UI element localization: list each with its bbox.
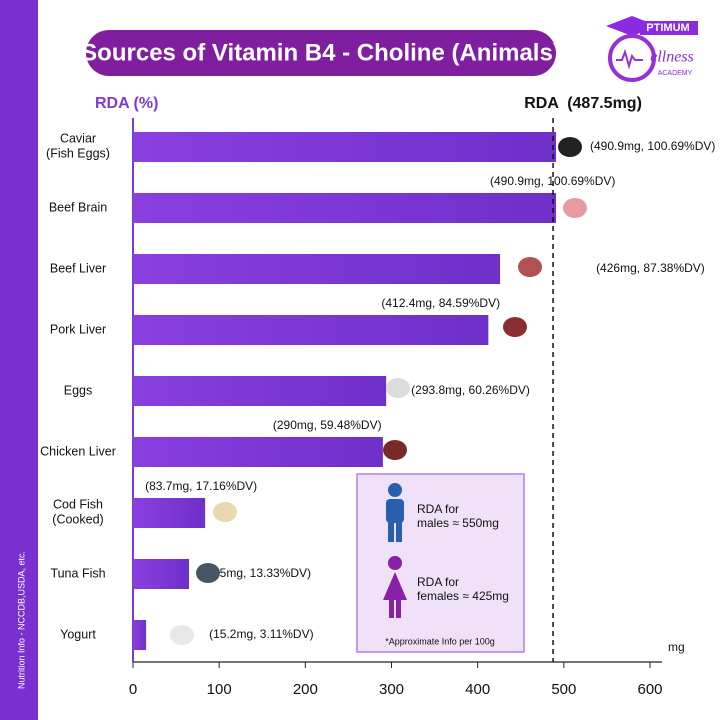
y-tick-label: Beef Brain xyxy=(49,200,107,214)
food-icon xyxy=(563,198,587,218)
y-tick-label: Eggs xyxy=(64,383,93,397)
bar xyxy=(133,437,383,467)
y-tick-label: Beef Liver xyxy=(50,261,106,275)
value-label: (290mg, 59.48%DV) xyxy=(273,418,382,432)
title-pill xyxy=(86,30,556,76)
bar xyxy=(133,620,147,650)
bar xyxy=(133,193,556,223)
food-icon xyxy=(213,502,237,522)
value-label: (65mg, 13.33%DV) xyxy=(209,566,311,580)
value-label: (15.2mg, 3.11%DV) xyxy=(209,627,314,641)
chart-title: Sources of Vitamin B4 - Choline (Animals… xyxy=(81,39,561,66)
x-tick-label: 300 xyxy=(379,681,404,698)
source-note: Nutrition Info - NCCDB,USDA, etc. xyxy=(16,551,26,689)
value-label: (412.4mg, 84.59%DV) xyxy=(381,296,500,310)
y-axis-title: RDA (%) xyxy=(95,95,158,112)
food-icon xyxy=(170,625,194,645)
food-icon xyxy=(518,257,542,277)
food-icon xyxy=(386,378,410,398)
y-tick-label: Caviar (Fish Eggs) xyxy=(46,132,110,161)
x-tick-label: 100 xyxy=(207,681,232,698)
food-icon xyxy=(383,440,407,460)
bar xyxy=(133,498,206,528)
logo-text: ellness xyxy=(650,49,694,66)
food-icon xyxy=(558,137,582,157)
x-axis-title: mg xyxy=(668,640,685,654)
bar xyxy=(133,559,190,589)
value-label: (293.8mg, 60.26%DV) xyxy=(411,383,530,397)
side-strip xyxy=(0,0,38,720)
food-icon xyxy=(196,563,220,583)
food-icon xyxy=(503,317,527,337)
x-tick-label: 0 xyxy=(129,681,137,698)
y-tick-label: Yogurt xyxy=(60,627,96,641)
y-tick-label: Pork Liver xyxy=(50,322,106,336)
bar xyxy=(133,254,501,284)
bar xyxy=(133,315,489,345)
logo-text: PTIMUM xyxy=(646,22,689,34)
reference-label: RDA (487.5mg) xyxy=(524,95,642,112)
x-tick-label: 200 xyxy=(293,681,318,698)
value-label: (83.7mg, 17.16%DV) xyxy=(145,479,257,493)
legend-text: RDA for females ≈ 425mg xyxy=(417,575,509,603)
bar xyxy=(133,376,387,406)
legend-note: *Approximate Info per 100g xyxy=(385,636,495,646)
legend-text: RDA for males ≈ 550mg xyxy=(417,502,499,530)
x-tick-label: 500 xyxy=(551,681,576,698)
y-tick-label: Tuna Fish xyxy=(50,566,105,580)
logo: PTIMUM ellness ACADEMY xyxy=(606,16,698,82)
x-tick-label: 400 xyxy=(465,681,490,698)
value-label: (426mg, 87.38%DV) xyxy=(596,261,705,275)
value-label: (490.9mg, 100.69%DV) xyxy=(590,139,715,153)
y-tick-label: Cod Fish (Cooked) xyxy=(52,498,103,527)
bar xyxy=(133,132,556,162)
logo-text: ACADEMY xyxy=(658,70,693,77)
legend-box xyxy=(356,473,525,653)
x-tick-label: 600 xyxy=(637,681,662,698)
female-icon xyxy=(383,556,407,618)
y-tick-label: Chicken Liver xyxy=(40,444,116,458)
male-icon xyxy=(386,483,404,542)
